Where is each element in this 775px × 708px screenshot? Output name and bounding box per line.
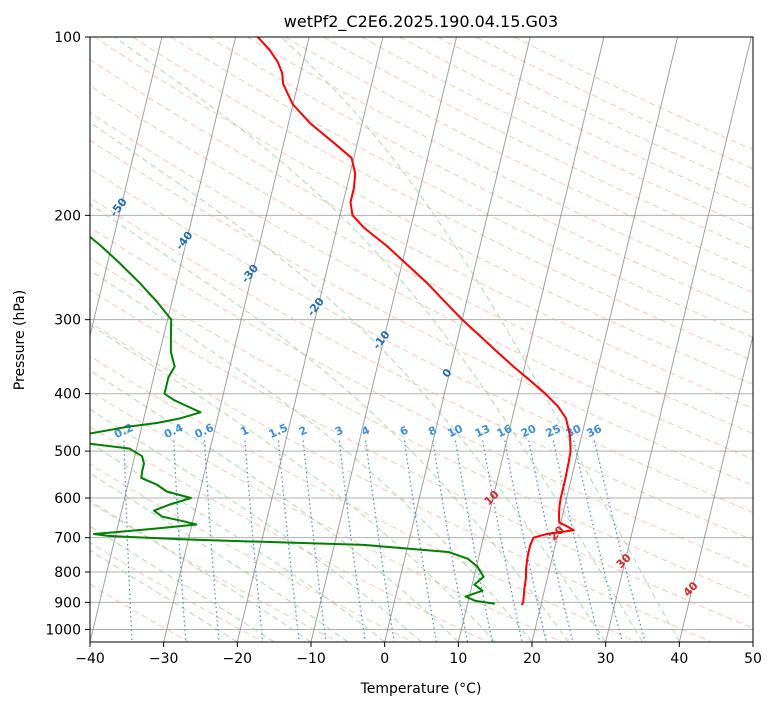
y-tick-label: 100 — [54, 30, 81, 46]
x-tick-label: 20 — [523, 651, 541, 667]
mixing-ratio-lines — [123, 440, 646, 642]
dry-adiabat — [90, 355, 638, 642]
mixing-ratio-line — [123, 440, 133, 642]
mixing-ratio-label: 13 — [473, 422, 492, 440]
moist-adiabat — [90, 203, 570, 642]
temperature-trace — [256, 37, 575, 606]
x-tick-label: −20 — [223, 651, 253, 667]
y-tick-label: 1000 — [45, 622, 81, 638]
moist-adiabat — [90, 121, 607, 642]
plot-area: 0.10.20.40.611.52346810131620253036-100-… — [90, 37, 753, 642]
mixing-ratio-line — [432, 440, 469, 642]
y-tick-label: 400 — [54, 387, 81, 403]
y-tick-label: 800 — [54, 565, 81, 581]
x-tick-label: −40 — [75, 651, 105, 667]
mixing-ratio-label: 25 — [544, 422, 563, 440]
isotherm-line — [457, 37, 605, 642]
chart-title: wetPf2_C2E6.2025.190.04.15.G03 — [284, 12, 558, 32]
plot-frame — [89, 36, 754, 643]
mixing-ratio-line — [454, 440, 493, 642]
mixing-ratio-label: 10 — [446, 422, 466, 440]
mixing-ratio-line — [482, 440, 523, 642]
x-tick-label: 50 — [744, 651, 762, 667]
moist-adiabat — [90, 408, 422, 642]
mixing-ratio-line — [528, 440, 574, 642]
dry-adiabat — [90, 502, 339, 642]
moist-adiabat — [90, 369, 459, 642]
y-axis-label: Pressure (hPa) — [12, 290, 28, 390]
moist-adiabat — [90, 269, 533, 642]
isotherm-line — [531, 37, 679, 642]
mixing-ratio-label: 20 — [519, 422, 539, 440]
dry-adiabat — [90, 426, 488, 642]
isotherm-line — [90, 37, 237, 642]
isotherm-line — [310, 37, 458, 642]
dry-adiabat — [90, 197, 753, 541]
isotherm-line — [678, 333, 753, 642]
isotherm-line — [163, 37, 310, 642]
x-tick-label: 0 — [380, 651, 389, 667]
mixing-ratio-label: 36 — [585, 422, 605, 440]
x-tick-label: 10 — [449, 651, 467, 667]
x-tick-label: −30 — [149, 651, 179, 667]
y-tick-label: 200 — [54, 208, 81, 224]
x-tick-label: −10 — [296, 651, 326, 667]
mixing-ratio-line — [504, 440, 547, 642]
pressure-gridlines — [90, 37, 753, 630]
y-axis: 100 200 300 400 500 600 700 800 900 1000 — [45, 30, 90, 638]
dry-adiabat — [90, 583, 190, 642]
x-tick-label: 30 — [597, 651, 615, 667]
x-tick-label: 40 — [670, 651, 688, 667]
moist-adiabat — [114, 37, 643, 642]
isotherm-line — [384, 37, 531, 642]
x-axis-label: Temperature (°C) — [360, 681, 482, 697]
sounding-traces — [90, 37, 575, 606]
y-tick-label: 900 — [54, 595, 81, 611]
isotherm-line — [605, 37, 752, 642]
moist-adiabat — [90, 472, 349, 642]
dewpoint-trace — [90, 235, 495, 605]
mixing-ratio-label: 16 — [495, 422, 515, 440]
y-tick-label: 300 — [54, 313, 81, 329]
dry-adiabat — [90, 167, 753, 514]
y-tick-label: 500 — [54, 444, 81, 460]
dry-adiabat — [90, 542, 264, 642]
mixing-ratio-line — [552, 440, 601, 642]
x-axis: −40 −30 −20 −10 0 10 20 30 40 50 — [75, 642, 762, 667]
y-tick-label: 700 — [54, 531, 81, 547]
isotherm-line — [90, 37, 163, 338]
moist-adiabat — [280, 37, 680, 642]
y-tick-label: 600 — [54, 491, 81, 507]
